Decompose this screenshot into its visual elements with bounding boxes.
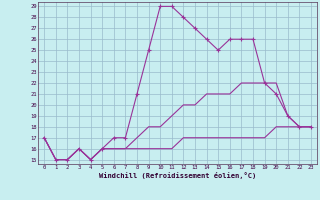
X-axis label: Windchill (Refroidissement éolien,°C): Windchill (Refroidissement éolien,°C) (99, 172, 256, 179)
